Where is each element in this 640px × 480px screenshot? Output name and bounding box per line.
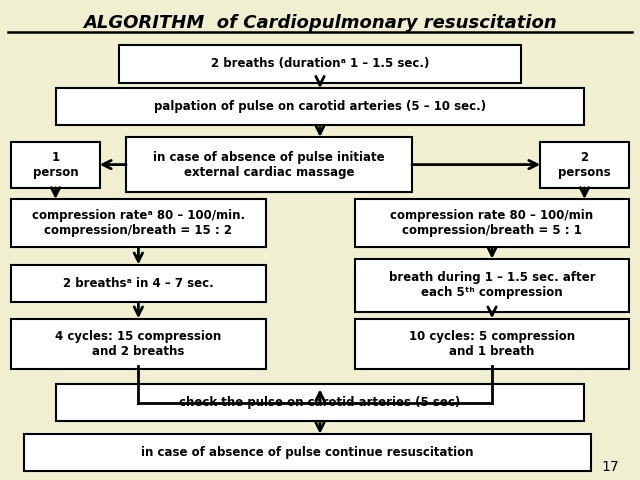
FancyBboxPatch shape — [355, 259, 629, 312]
Text: breath during 1 – 1.5 sec. after
each 5ᵗʰ compression: breath during 1 – 1.5 sec. after each 5ᵗ… — [388, 271, 595, 300]
FancyBboxPatch shape — [119, 45, 521, 83]
FancyBboxPatch shape — [56, 88, 584, 125]
Text: compression rate 80 – 100/min
compression/breath = 5 : 1: compression rate 80 – 100/min compressio… — [390, 209, 594, 237]
Text: in case of absence of pulse initiate
external cardiac massage: in case of absence of pulse initiate ext… — [153, 151, 385, 179]
Text: 1
person: 1 person — [33, 151, 78, 179]
FancyBboxPatch shape — [355, 319, 629, 369]
FancyBboxPatch shape — [11, 319, 266, 369]
FancyBboxPatch shape — [355, 199, 629, 247]
Text: 2
persons: 2 persons — [558, 151, 611, 179]
FancyBboxPatch shape — [24, 434, 591, 471]
FancyBboxPatch shape — [11, 142, 100, 188]
FancyBboxPatch shape — [540, 142, 629, 188]
Text: ALGORITHM  of Cardiopulmonary resuscitation: ALGORITHM of Cardiopulmonary resuscitati… — [83, 14, 557, 32]
Text: 10 cycles: 5 compression
and 1 breath: 10 cycles: 5 compression and 1 breath — [409, 330, 575, 358]
FancyBboxPatch shape — [11, 265, 266, 302]
FancyBboxPatch shape — [125, 137, 412, 192]
FancyBboxPatch shape — [11, 199, 266, 247]
Text: 2 breaths (durationᵃ 1 – 1.5 sec.): 2 breaths (durationᵃ 1 – 1.5 sec.) — [211, 58, 429, 71]
Text: compression rateᵃ 80 – 100/min.
compression/breath = 15 : 2: compression rateᵃ 80 – 100/min. compress… — [32, 209, 245, 237]
Text: check the pulse on carotid arteries (5 sec): check the pulse on carotid arteries (5 s… — [179, 396, 461, 409]
FancyBboxPatch shape — [56, 384, 584, 421]
Text: 2 breathsᵃ in 4 – 7 sec.: 2 breathsᵃ in 4 – 7 sec. — [63, 277, 214, 290]
Text: 4 cycles: 15 compression
and 2 breaths: 4 cycles: 15 compression and 2 breaths — [55, 330, 221, 358]
Text: in case of absence of pulse continue resuscitation: in case of absence of pulse continue res… — [141, 446, 474, 459]
Text: palpation of pulse on carotid arteries (5 – 10 sec.): palpation of pulse on carotid arteries (… — [154, 100, 486, 113]
Text: 17: 17 — [601, 460, 619, 474]
